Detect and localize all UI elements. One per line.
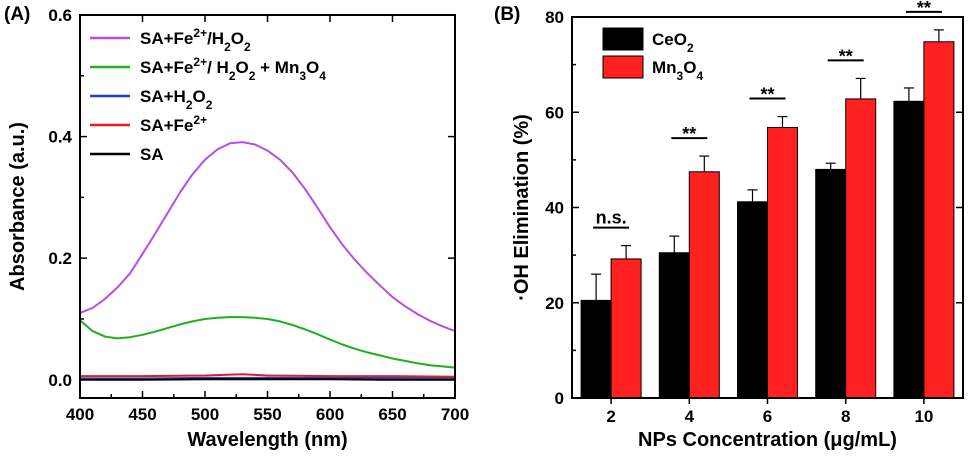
series-line-3 — [80, 376, 455, 380]
x-axis-title: NPs Concentration (μg/mL) — [638, 429, 897, 451]
bar-mn3o4-2 — [610, 258, 642, 399]
significance-label: ** — [760, 85, 774, 105]
bar-ceo2-2 — [580, 299, 612, 399]
series-line-2 — [79, 316, 456, 369]
legend-label: Mn3O4 — [652, 58, 703, 83]
y-axis-title: ·OH Elimination (%) — [511, 114, 533, 301]
bar-ceo2-10 — [893, 100, 925, 399]
bar-ceo2-8 — [815, 168, 847, 399]
y-tick-label: 40 — [545, 199, 564, 218]
y-tick-label: 0.0 — [48, 371, 72, 390]
panel-a-label: (A) — [4, 4, 30, 25]
panel-a: (A) 400 450 500 550 600 650 700 0.0 0.2 0.4 0.6 Wave… — [4, 4, 469, 451]
x-tick-label: 2 — [606, 407, 615, 426]
legend-label: SA+Fe2+/ H2O2 + Mn3O4 — [140, 55, 326, 83]
panel-b: (B) n.s. 2 ** 4 ** 6 ** 8 ** 10 0 20 40 60 80 NPs Concen… — [494, 0, 964, 451]
legend-label: SA+Fe2+ — [140, 113, 207, 135]
x-tick-label: 450 — [128, 405, 156, 424]
y-axis-title: Absorbance (a.u.) — [7, 122, 29, 291]
series-line-4 — [80, 373, 456, 378]
y-tick-label: 0 — [555, 389, 564, 408]
y-tick-label: 60 — [545, 103, 564, 122]
legend-label: CeO2 — [652, 30, 694, 55]
significance-label: ** — [917, 0, 931, 18]
legend-swatch — [602, 27, 644, 51]
x-tick-label: 6 — [763, 407, 772, 426]
x-axis-title: Wavelength (nm) — [187, 429, 347, 451]
x-tick-label: 650 — [378, 405, 406, 424]
bar-mn3o4-8 — [845, 98, 877, 399]
bar-mn3o4-6 — [767, 126, 798, 399]
bar-mn3o4-4 — [688, 171, 720, 399]
x-tick-label: 500 — [191, 405, 219, 424]
x-tick-label: 4 — [685, 407, 695, 426]
y-tick-label: 80 — [545, 8, 564, 27]
bar-ceo2-4 — [658, 252, 690, 399]
legend-label: SA — [140, 145, 164, 164]
x-tick-label: 700 — [441, 405, 469, 424]
significance-label: n.s. — [596, 208, 627, 228]
legend-label: SA+H2O2 — [140, 87, 213, 112]
x-tick-label: 400 — [66, 405, 94, 424]
bar-ceo2-6 — [737, 201, 768, 399]
significance-label: ** — [682, 124, 696, 144]
x-tick-label: 10 — [914, 407, 933, 426]
legend-label: SA+Fe2+/H2O2 — [140, 26, 251, 54]
y-tick-label: 0.6 — [48, 6, 72, 25]
significance-label: ** — [839, 46, 853, 66]
bar-mn3o4-10 — [923, 41, 955, 399]
x-tick-label: 550 — [253, 405, 281, 424]
y-tick-label: 0.2 — [48, 249, 72, 268]
panel-b-label: (B) — [494, 4, 520, 25]
series-line-1 — [79, 141, 456, 333]
x-tick-label: 8 — [841, 407, 850, 426]
y-tick-label: 0.4 — [48, 128, 72, 147]
x-tick-label: 600 — [316, 405, 344, 424]
series-line-5 — [80, 378, 455, 381]
legend-swatch — [602, 55, 644, 79]
y-tick-label: 20 — [545, 294, 564, 313]
